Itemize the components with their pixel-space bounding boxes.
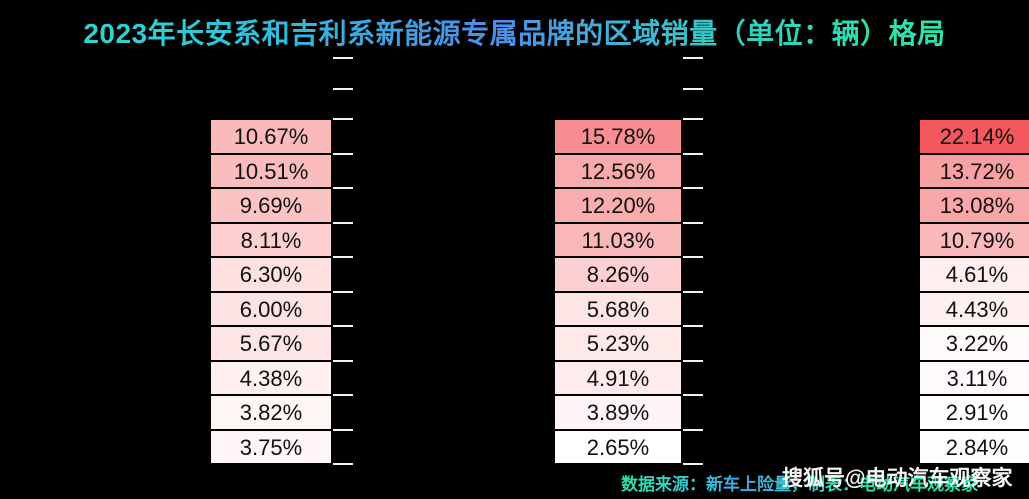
heatmap-cell: 5.68% xyxy=(553,291,683,326)
page-title: 2023年长安系和吉利系新能源专属品牌的区域销量（单位：辆）格局 xyxy=(0,12,1029,52)
heatmap-cell: 6.30% xyxy=(209,257,333,292)
axis-tick xyxy=(333,394,353,396)
axis-tick xyxy=(333,256,353,258)
heatmap-cell: 2.65% xyxy=(553,429,683,464)
axis-tick xyxy=(333,463,353,465)
heatmap-column: 22.14% 13.72% 13.08% 10.79% 4.61% 4.43% 3.22% 3… xyxy=(918,119,1029,464)
axis-tick-stub xyxy=(683,88,703,90)
axis-tick xyxy=(333,428,353,431)
heatmap-cell: 6.00% xyxy=(209,291,333,326)
axis-tick xyxy=(333,152,353,155)
heatmap-cell: 2.91% xyxy=(918,395,1029,430)
heatmap-cell: 4.43% xyxy=(918,291,1029,326)
axis-tick xyxy=(683,463,703,465)
heatmap-cell: 5.67% xyxy=(209,326,333,361)
heatmap-cell: 2.84% xyxy=(918,429,1029,464)
axis-tick xyxy=(333,221,353,224)
heatmap-cell: 3.82% xyxy=(209,395,333,430)
axis-tick xyxy=(683,152,703,155)
axis-tick xyxy=(683,394,703,396)
axis-tick xyxy=(683,256,703,258)
axis-tick xyxy=(683,359,703,362)
watermark-label: 搜狐号@电动汽车观察家 xyxy=(782,467,1013,490)
axis-tick xyxy=(683,428,703,431)
axis-tick xyxy=(333,290,353,293)
heatmap-cell: 3.75% xyxy=(209,429,333,464)
heatmap-cell: 9.69% xyxy=(209,188,333,223)
heatmap-cell: 8.26% xyxy=(553,257,683,292)
heatmap-cell: 4.38% xyxy=(209,360,333,395)
axis-tick xyxy=(683,118,703,120)
axis-tick xyxy=(333,359,353,362)
heatmap-cell: 15.78% xyxy=(553,119,683,154)
heatmap-cell: 13.72% xyxy=(918,153,1029,188)
heatmap-cell: 8.11% xyxy=(209,222,333,257)
heatmap-cell: 4.61% xyxy=(918,257,1029,292)
axis-tick xyxy=(683,221,703,224)
heatmap-cell: 10.67% xyxy=(209,119,333,154)
axis-tick xyxy=(683,325,703,327)
heatmap-column: 10.67% 10.51% 9.69% 8.11% 6.30% 6.00% 5.67% 4.3… xyxy=(209,119,333,464)
axis-tick-stub xyxy=(333,57,353,59)
heatmap-cell: 5.23% xyxy=(553,326,683,361)
axis-tick xyxy=(333,187,353,189)
axis-tick xyxy=(683,187,703,189)
heatmap-cell: 3.11% xyxy=(918,360,1029,395)
source-note: 数据来源：新车上险量，制表：电动汽车观察家 xyxy=(621,470,978,495)
heatmap-cell: 13.08% xyxy=(918,188,1029,223)
heatmap-cell: 3.89% xyxy=(553,395,683,430)
axis-tick-stub xyxy=(333,88,353,90)
heatmap-cell: 12.20% xyxy=(553,188,683,223)
heatmap-cell: 10.79% xyxy=(918,222,1029,257)
heatmap-cell: 11.03% xyxy=(553,222,683,257)
axis-tick xyxy=(683,290,703,293)
heatmap-column: 15.78% 12.56% 12.20% 11.03% 8.26% 5.68% 5.23% 4… xyxy=(553,119,683,464)
axis-tick xyxy=(333,118,353,120)
heatmap-cell: 4.91% xyxy=(553,360,683,395)
heatmap-cell: 12.56% xyxy=(553,153,683,188)
heatmap-cell: 10.51% xyxy=(209,153,333,188)
axis-tick-stub xyxy=(683,57,703,59)
axis-tick xyxy=(333,325,353,327)
heatmap-cell: 3.22% xyxy=(918,326,1029,361)
heatmap-cell: 22.14% xyxy=(918,119,1029,154)
